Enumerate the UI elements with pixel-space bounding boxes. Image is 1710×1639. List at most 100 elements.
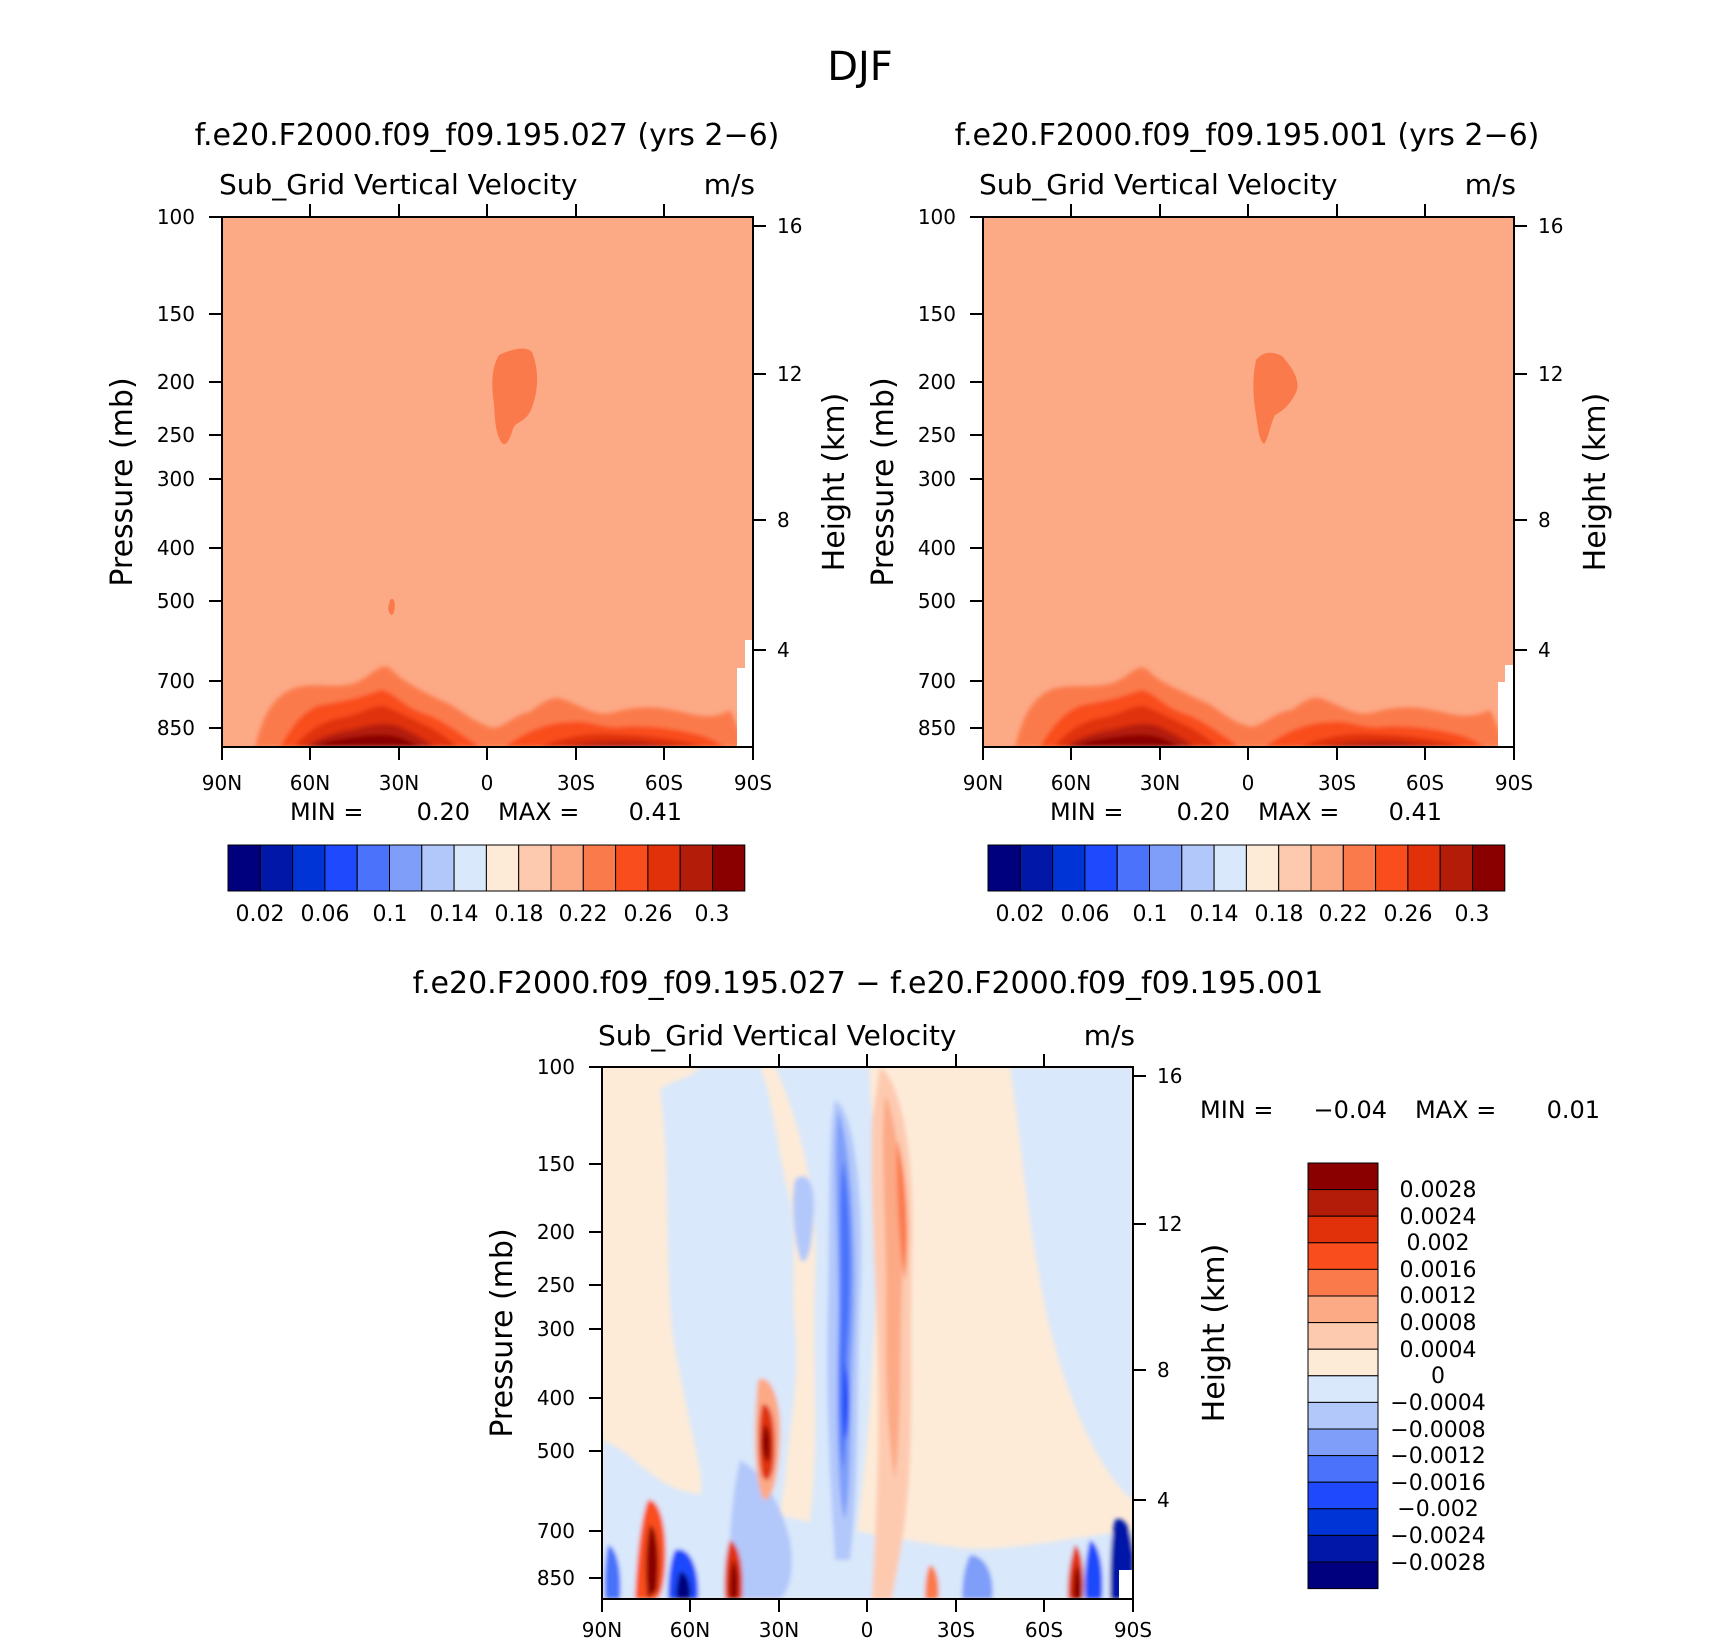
panel-1-colorbar-swatch (356, 844, 391, 892)
panel-3-contours (602, 1067, 1133, 1599)
panel-3-colorbar (1307, 1162, 1379, 1590)
panel-1-colorbar-label: 0.02 (236, 902, 285, 927)
panel-3-colorbar-swatch (1307, 1268, 1379, 1297)
panel-3-neg-level-5 (842, 1360, 849, 1440)
panel-3-pos-column-level-4 (896, 1140, 908, 1280)
panel-1-colorbar-swatch (582, 844, 617, 892)
panel-1-xtick: 0 (481, 771, 494, 795)
panel-3-pos-surface-20s (925, 1565, 939, 1599)
panel-3-xtick: 90S (1114, 1618, 1152, 1639)
panel-3-ytick: 150 (537, 1152, 575, 1176)
panel-3-ylabel-right: Height (km) (1197, 1244, 1232, 1423)
panel-3-ytick: 700 (537, 1519, 575, 1543)
panel-3-plot-area (602, 1067, 1133, 1599)
panel-3-colorbar-swatch (1307, 1375, 1379, 1403)
panel-2-ytick-right: 16 (1538, 214, 1563, 238)
panel-1-subtitle-left: Sub_Grid Vertical Velocity (219, 168, 578, 201)
panel-1-xtick: 60N (290, 771, 330, 795)
panel-1-colorbar (227, 844, 746, 892)
panel-1-colorbar-swatch (679, 844, 714, 892)
panel-2-ylabel-right: Height (km) (1578, 393, 1613, 572)
panel-1-xtick: 30N (379, 771, 419, 795)
panel-2-colorbar-swatch (1439, 844, 1473, 892)
panel-3-subtitle-left: Sub_Grid Vertical Velocity (598, 1019, 957, 1052)
panel-2-title: f.e20.F2000.f09_f09.195.001 (yrs 2−6) (955, 118, 1540, 153)
panel-3-ytick-right: 12 (1157, 1212, 1182, 1236)
panel-2-x-tick-labels: 90N 60N 30N 0 30S 60S 90S (963, 771, 1533, 795)
panel-1-xtick: 90N (202, 771, 242, 795)
panel-1-surface-layers (255, 666, 744, 747)
panel-1-colorbar-swatch (453, 844, 487, 892)
panel-2-surface-level-5 (1070, 734, 1182, 747)
panel-3-colorbar-label: 0.0008 (1400, 1311, 1477, 1336)
panel-3-xtick: 0 (861, 1618, 874, 1639)
panel-1-min-value: 0.20 (417, 798, 470, 826)
panel-1-ylabel-right: Height (km) (817, 393, 852, 572)
panel-3-colorbar-label: −0.0024 (1390, 1524, 1485, 1549)
panel-1-ytick: 500 (157, 589, 195, 613)
panel-1-colorbar-label: 0.1 (373, 902, 408, 927)
panel-3-ytick: 400 (537, 1386, 575, 1410)
panel-2-y-right-tick-labels: 16 12 8 4 (1538, 214, 1563, 662)
panel-3-colorbar-swatch (1307, 1189, 1379, 1217)
panel-1-ytick: 200 (157, 370, 195, 394)
panel-3-y-right-tick-labels: 16 12 8 4 (1157, 1064, 1182, 1512)
panel-3-colorbar-swatch (1307, 1481, 1379, 1510)
panel-3-colorbar-swatch (1307, 1428, 1379, 1457)
panel-3-xtick: 30N (759, 1618, 799, 1639)
panel-3-xtick: 60S (1025, 1618, 1063, 1639)
panel-2: f.e20.F2000.f09_f09.195.001 (yrs 2−6) Su… (866, 118, 1613, 927)
panel-1-colorbar-swatch (421, 844, 455, 892)
panel-1-plot-area (222, 217, 753, 747)
panel-1-mid-blob-contour (388, 598, 395, 615)
panel-3-colorbar-swatch (1307, 1534, 1379, 1563)
panel-1: f.e20.F2000.f09_f09.195.027 (yrs 2−6) Su… (105, 118, 852, 927)
panel-1-ytick-right: 8 (777, 508, 790, 532)
panel-3-neg-band-south (1010, 1067, 1133, 1500)
panel-3-x-tick-labels: 90N 60N 30N 0 30S 60S 90S (582, 1618, 1152, 1639)
panel-2-ytick: 100 (918, 205, 956, 229)
panel-1-colorbar-swatch (292, 844, 326, 892)
panel-3-ytick-right: 8 (1157, 1358, 1170, 1382)
panel-3-neg-surface-60n-core (676, 1571, 691, 1599)
panel-3-ytick-right: 4 (1157, 1488, 1170, 1512)
panel-3-ytick: 200 (537, 1220, 575, 1244)
figure-title: DJF (827, 44, 893, 90)
panel-2-colorbar-label: 0.26 (1384, 902, 1433, 927)
panel-2-ytick: 300 (918, 467, 956, 491)
panel-2-colorbar-label: 0.3 (1455, 902, 1490, 927)
panel-2-colorbar-swatch (1116, 844, 1150, 892)
panel-2-colorbar-swatch (1407, 844, 1441, 892)
panel-1-colorbar-label: 0.3 (695, 902, 730, 927)
panel-3-ylabel: Pressure (mb) (485, 1228, 520, 1437)
panel-3-neg-level-2-c (729, 1460, 792, 1599)
panel-3-neg-surface-south-a (1084, 1540, 1103, 1599)
panel-1-y-tick-labels: 100 150 200 250 300 400 500 700 850 (157, 205, 195, 740)
panel-2-colorbar-label: 0.14 (1190, 902, 1239, 927)
panel-2-colorbar (987, 844, 1506, 892)
panel-2-ytick-right: 8 (1538, 508, 1551, 532)
panel-1-background-field (222, 217, 753, 747)
panel-2-colorbar-label: 0.1 (1133, 902, 1168, 927)
panel-3-pos-surface-70n-core (645, 1525, 659, 1599)
panel-3-pos-surface-40n-core (729, 1560, 738, 1599)
panel-2-min-label: MIN = (1050, 798, 1123, 826)
panel-2-ytick: 400 (918, 536, 956, 560)
panel-1-ytick-right: 4 (777, 638, 790, 662)
panel-1-ytick: 250 (157, 423, 195, 447)
panel-3-neg-level-2-a (793, 1176, 815, 1262)
panel-2-max-label: MAX = (1258, 798, 1339, 826)
panel-3-colorbar-swatch (1307, 1401, 1379, 1430)
panel-1-ytick: 300 (157, 467, 195, 491)
panel-3-colorbar-swatch (1307, 1242, 1379, 1270)
panel-3-colorbar-label: −0.0028 (1390, 1551, 1485, 1576)
panel-3-colorbar-swatch (1307, 1215, 1379, 1244)
panel-2-colorbar-swatch (1149, 844, 1183, 892)
panel-2-colorbar-swatch (1052, 844, 1086, 892)
panel-1-colorbar-swatch (389, 844, 423, 892)
panel-3-subtitle-right: m/s (1084, 1019, 1135, 1052)
panel-3: f.e20.F2000.f09_f09.195.027 − f.e20.F200… (413, 966, 1600, 1639)
panel-3-neg-surface-20s (962, 1555, 993, 1599)
panel-3-ytick: 500 (537, 1439, 575, 1463)
panel-3-neg-level-4 (839, 1160, 851, 1470)
